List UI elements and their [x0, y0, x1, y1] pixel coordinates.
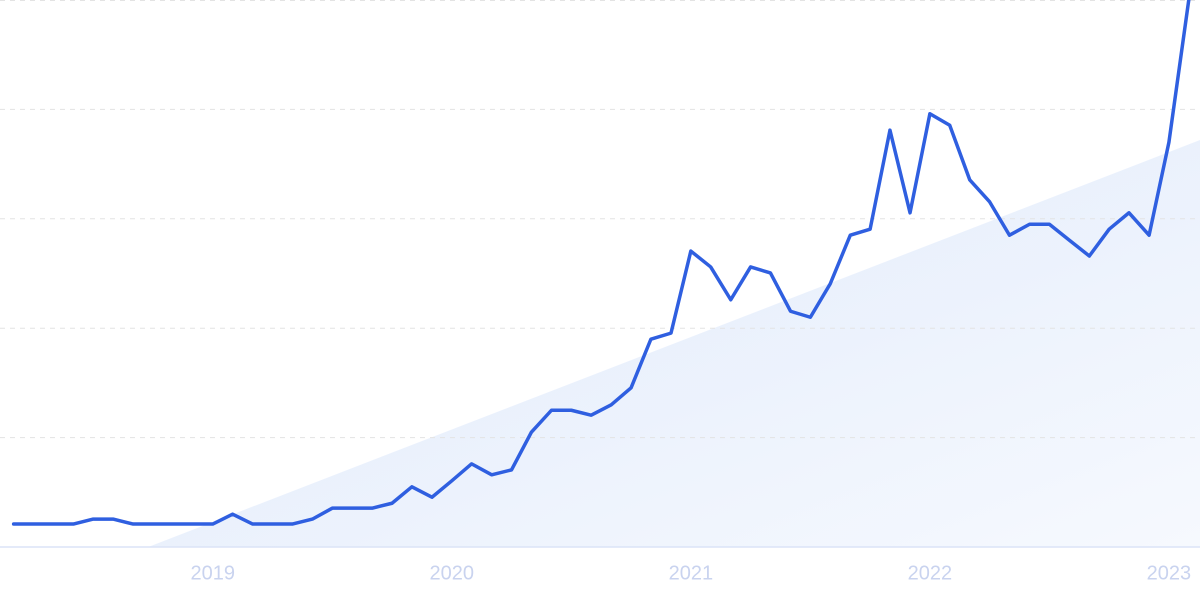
x-tick-label: 2019: [190, 562, 235, 584]
x-tick-label: 2021: [669, 562, 714, 584]
trend-area: [148, 140, 1200, 547]
x-tick-label: 2023: [1147, 562, 1192, 584]
line-series: [11, 0, 1191, 526]
x-tick-label: 2020: [430, 562, 475, 584]
x-tick-label: 2022: [908, 562, 953, 584]
